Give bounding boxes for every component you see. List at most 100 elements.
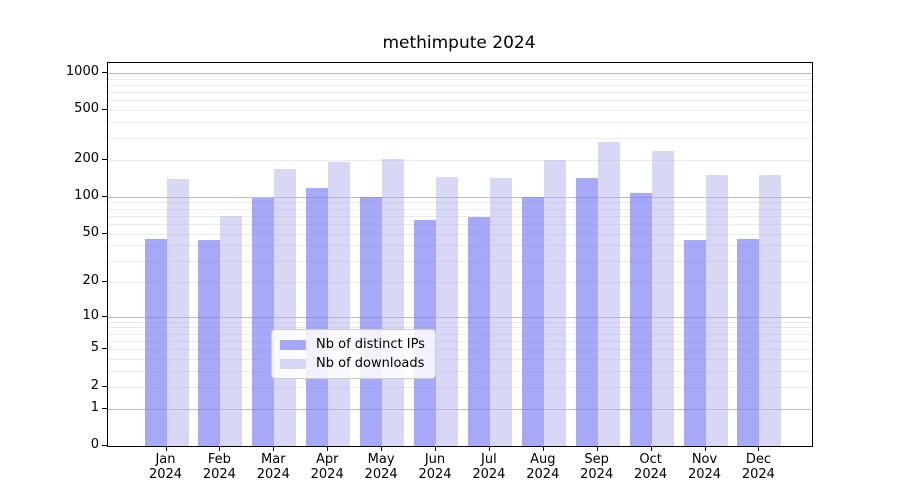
y-tick-mark xyxy=(102,109,107,111)
bar-distinct-ips-dec xyxy=(737,239,760,446)
legend-row: Nb of distinct IPs xyxy=(280,335,425,354)
x-tick-mark xyxy=(758,446,760,451)
bar-downloads-jan xyxy=(166,178,189,446)
plot-area xyxy=(107,62,813,447)
x-tick-mark xyxy=(327,446,329,451)
x-tick-label: Feb 2024 xyxy=(202,452,236,482)
minor-gridline xyxy=(108,359,812,361)
x-tick-mark xyxy=(704,446,706,451)
x-tick-label: May 2024 xyxy=(364,452,398,482)
bar-downloads-aug xyxy=(543,160,566,446)
bar-distinct-ips-mar xyxy=(252,198,275,446)
x-tick-label: Dec 2024 xyxy=(741,452,775,482)
bar-downloads-jul xyxy=(489,177,512,446)
y-tick-label: 20 xyxy=(82,272,99,288)
major-gridline xyxy=(108,196,812,198)
bar-distinct-ips-jul xyxy=(467,216,490,446)
minor-gridline xyxy=(108,159,812,161)
chart-title: methimpute 2024 xyxy=(382,33,536,53)
y-tick-mark xyxy=(102,445,107,446)
major-gridline xyxy=(108,408,812,410)
bar-downloads-feb xyxy=(220,215,243,446)
legend-swatch-downloads xyxy=(280,358,306,369)
x-tick-mark xyxy=(596,446,598,451)
minor-gridline xyxy=(108,224,812,225)
y-tick-mark xyxy=(102,348,107,350)
x-tick-mark xyxy=(650,446,652,451)
y-tick-label: 0 xyxy=(90,437,99,452)
y-tick-mark xyxy=(102,158,107,160)
y-tick-mark xyxy=(102,195,107,197)
y-tick-mark xyxy=(102,407,107,409)
y-tick-label: 200 xyxy=(74,150,99,166)
x-tick-label: Apr 2024 xyxy=(310,452,344,482)
bar-downloads-mar xyxy=(274,169,297,446)
x-tick-label: Jan 2024 xyxy=(148,452,183,482)
minor-gridline xyxy=(108,281,812,283)
bar-distinct-ips-nov xyxy=(683,240,706,446)
bar-downloads-may xyxy=(382,158,405,446)
x-tick-mark xyxy=(435,446,436,451)
x-tick-label: Mar 2024 xyxy=(256,452,290,482)
minor-gridline xyxy=(108,371,812,373)
x-tick-label: Nov 2024 xyxy=(687,452,722,482)
y-tick-label: 500 xyxy=(74,101,99,117)
minor-gridline xyxy=(108,386,812,388)
minor-gridline xyxy=(108,202,812,204)
minor-gridline xyxy=(108,137,812,139)
minor-gridline xyxy=(108,349,812,351)
bar-distinct-ips-apr xyxy=(306,187,329,446)
bar-downloads-dec xyxy=(759,175,782,446)
x-tick-mark xyxy=(219,446,221,451)
minor-gridline xyxy=(108,215,812,217)
bar-distinct-ips-aug xyxy=(521,197,544,446)
bar-distinct-ips-feb xyxy=(198,240,221,446)
y-tick-mark xyxy=(102,71,107,73)
x-tick-label: Sep 2024 xyxy=(580,452,614,482)
x-tick-label: Jun 2024 xyxy=(418,452,452,482)
y-tick-label: 5 xyxy=(90,340,99,356)
legend: Nb of distinct IPs Nb of downloads xyxy=(271,329,436,379)
bar-distinct-ips-sep xyxy=(575,178,598,446)
minor-gridline xyxy=(108,100,812,102)
x-tick-label: Jul 2024 xyxy=(472,452,506,482)
minor-gridline xyxy=(108,208,812,210)
minor-gridline xyxy=(108,110,812,112)
bar-downloads-apr xyxy=(328,162,351,446)
y-tick-label: 1 xyxy=(90,399,99,415)
minor-gridline xyxy=(108,260,812,262)
legend-label-downloads: Nb of downloads xyxy=(316,356,425,371)
legend-label-distinct-ips: Nb of distinct IPs xyxy=(316,337,425,352)
bar-distinct-ips-jan xyxy=(144,239,167,446)
minor-gridline xyxy=(108,233,812,235)
bar-distinct-ips-oct xyxy=(629,192,652,446)
minor-gridline xyxy=(108,327,812,329)
y-tick-mark xyxy=(102,315,107,317)
minor-gridline xyxy=(108,333,812,335)
minor-gridline xyxy=(108,92,812,94)
x-tick-mark xyxy=(381,446,383,451)
major-gridline xyxy=(108,316,812,318)
y-tick-mark xyxy=(102,280,107,282)
y-tick-label: 1000 xyxy=(65,63,99,79)
x-tick-label: Oct 2024 xyxy=(634,452,668,482)
minor-gridline xyxy=(108,321,812,323)
minor-gridline xyxy=(108,245,812,247)
x-tick-mark xyxy=(165,446,167,451)
bar-downloads-oct xyxy=(651,150,674,446)
y-tick-label: 100 xyxy=(74,187,99,203)
minor-gridline xyxy=(108,78,812,80)
bar-downloads-nov xyxy=(705,175,728,446)
minor-gridline xyxy=(108,84,812,86)
legend-swatch-distinct-ips xyxy=(280,339,306,350)
x-tick-mark xyxy=(273,446,275,451)
y-tick-mark xyxy=(102,232,107,234)
y-tick-label: 10 xyxy=(82,307,99,323)
x-tick-label: Aug 2024 xyxy=(526,452,560,482)
x-tick-mark xyxy=(488,446,490,451)
bar-distinct-ips-may xyxy=(360,197,383,446)
y-tick-label: 2 xyxy=(90,377,99,393)
minor-gridline xyxy=(108,340,812,342)
legend-row: Nb of downloads xyxy=(280,354,425,373)
major-gridline xyxy=(108,72,812,74)
